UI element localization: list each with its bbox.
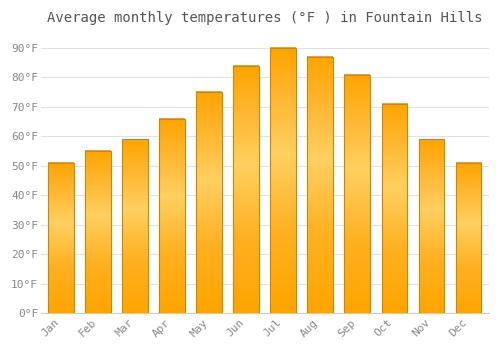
Bar [344, 75, 370, 313]
Bar [48, 163, 74, 313]
Bar [456, 163, 481, 313]
Bar [234, 66, 260, 313]
Bar [270, 48, 296, 313]
Bar [160, 119, 186, 313]
Bar [418, 139, 444, 313]
Bar [308, 57, 334, 313]
Bar [86, 151, 111, 313]
Bar [196, 92, 222, 313]
Bar [122, 139, 148, 313]
Title: Average monthly temperatures (°F ) in Fountain Hills: Average monthly temperatures (°F ) in Fo… [47, 11, 482, 25]
Bar [382, 104, 407, 313]
